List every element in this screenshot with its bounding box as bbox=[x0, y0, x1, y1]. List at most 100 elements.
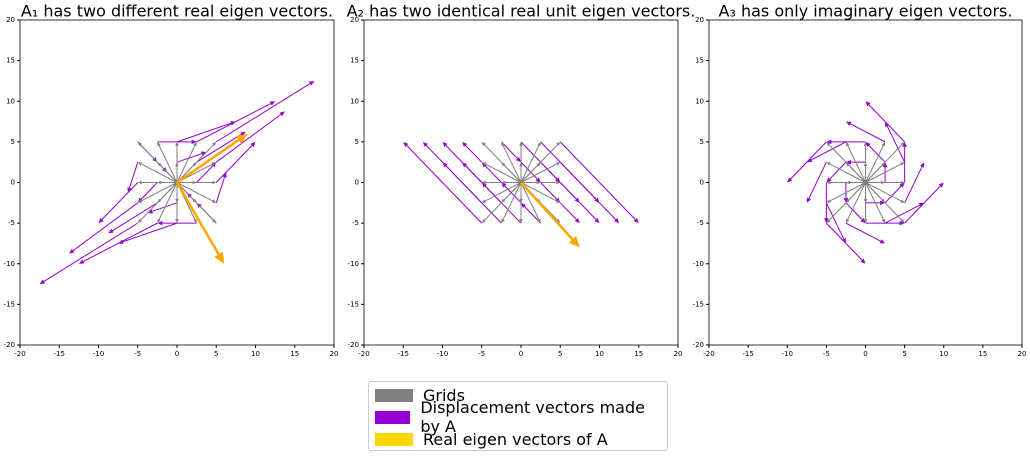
displacement-vector bbox=[904, 162, 925, 204]
displacement-vector bbox=[520, 161, 541, 183]
grid-vector bbox=[520, 141, 541, 183]
grid-vector bbox=[520, 182, 541, 224]
charts: A₁ has two different real eigen vectors.… bbox=[4, 2, 1027, 359]
displacement-vector bbox=[843, 182, 849, 203]
grid-vector bbox=[845, 182, 866, 203]
grid-vector bbox=[501, 141, 522, 183]
displacement-vector bbox=[157, 139, 197, 145]
grid-vector bbox=[826, 182, 866, 203]
legend-label: Grids bbox=[423, 385, 465, 405]
grid-vector bbox=[865, 182, 905, 224]
eigen-vector bbox=[176, 133, 248, 184]
displacement-vector bbox=[39, 222, 139, 285]
grid-vector bbox=[520, 162, 561, 183]
y-tick-label: 0 bbox=[700, 179, 704, 187]
grid-vector bbox=[826, 162, 866, 183]
grid-vector bbox=[501, 162, 522, 183]
displacement-vector bbox=[403, 141, 483, 224]
eigen-vector bbox=[520, 181, 580, 248]
x-tick-label: 10 bbox=[939, 350, 948, 358]
displacement-vector bbox=[108, 202, 158, 234]
x-tick-label: 20 bbox=[1018, 350, 1027, 358]
grid-vector bbox=[175, 141, 179, 183]
x-tick-label: 15 bbox=[290, 350, 299, 358]
chart-title: A₂ has two identical real unit eigen vec… bbox=[347, 2, 696, 21]
plot-frame bbox=[363, 19, 679, 346]
x-tick-label: 20 bbox=[330, 350, 339, 358]
x-tick-label: 15 bbox=[634, 350, 643, 358]
y-tick-label: -15 bbox=[693, 300, 704, 308]
grid-vector bbox=[845, 141, 866, 183]
y-tick-label: 10 bbox=[695, 97, 704, 105]
displacement-vector bbox=[521, 202, 541, 224]
grid-vector bbox=[501, 182, 522, 224]
y-tick-label: 5 bbox=[355, 138, 359, 146]
grid-vector bbox=[845, 180, 866, 185]
grid-vector bbox=[863, 182, 868, 203]
grid-vector bbox=[157, 162, 178, 183]
grid-vector bbox=[520, 141, 561, 183]
eigen-vector bbox=[175, 181, 225, 264]
y-tick-label: -5 bbox=[352, 219, 359, 227]
grid-vector bbox=[176, 141, 197, 183]
grid-vector bbox=[863, 141, 868, 183]
displacement-vector bbox=[806, 141, 847, 163]
y-tick-label: -10 bbox=[348, 260, 359, 268]
y-tick-label: 5 bbox=[11, 138, 15, 146]
y-tick-label: 10 bbox=[6, 97, 15, 105]
grid-vector bbox=[481, 182, 522, 203]
grid-vector bbox=[157, 182, 178, 224]
grid-vector bbox=[865, 162, 905, 183]
y-tick-label: -10 bbox=[4, 260, 15, 268]
y-tick-label: 20 bbox=[695, 16, 704, 24]
grid-vector bbox=[481, 162, 522, 183]
displacement-vector bbox=[69, 202, 139, 254]
grid-vector bbox=[176, 182, 217, 224]
displacement-vector bbox=[824, 182, 829, 224]
grid-vector bbox=[137, 182, 178, 203]
legend-label: Displacement vectors made by A bbox=[420, 398, 645, 436]
y-tick-label: 0 bbox=[355, 179, 359, 187]
x-tick-label: 5 bbox=[558, 350, 562, 358]
grid-vector bbox=[157, 180, 177, 185]
legend-item: Grids bbox=[375, 384, 667, 406]
legend-item: Displacement vectors made by A bbox=[375, 398, 667, 436]
grid-vector bbox=[845, 162, 866, 183]
legend: Grids Displacement vectors made by A Real … bbox=[368, 381, 668, 451]
x-tick-label: 0 bbox=[519, 350, 523, 358]
x-tick-label: -5 bbox=[823, 350, 830, 358]
plot-frame bbox=[708, 19, 1023, 346]
displacement-vector bbox=[98, 182, 139, 224]
displacement-vector bbox=[196, 101, 276, 143]
displacement-vector bbox=[559, 141, 639, 224]
displacement-vector bbox=[884, 182, 905, 204]
y-tick-label: 15 bbox=[695, 57, 704, 65]
y-tick-label: -5 bbox=[697, 219, 704, 227]
legend-swatch bbox=[375, 410, 411, 424]
grid-vector bbox=[175, 182, 179, 203]
y-tick-label: -20 bbox=[348, 341, 359, 349]
y-tick-label: -10 bbox=[693, 260, 704, 268]
grid-vector bbox=[157, 182, 178, 203]
x-tick-label: -20 bbox=[703, 350, 714, 358]
plot-frame bbox=[19, 19, 335, 346]
displacement-vector bbox=[215, 80, 315, 143]
x-tick-label: -15 bbox=[398, 350, 409, 358]
displacement-vector bbox=[845, 159, 866, 165]
displacement-vector bbox=[215, 111, 285, 163]
y-tick-label: 15 bbox=[6, 57, 15, 65]
displacement-vector bbox=[865, 101, 905, 143]
displacement-vector bbox=[559, 202, 580, 224]
displacement-vector bbox=[215, 172, 227, 203]
displacement-vector bbox=[196, 131, 246, 163]
grid-vector bbox=[157, 141, 178, 183]
grid-vector bbox=[137, 162, 178, 183]
displacement-vector bbox=[157, 220, 197, 226]
displacement-vector bbox=[540, 182, 561, 203]
x-tick-label: 5 bbox=[902, 350, 906, 358]
grid-vector bbox=[176, 182, 217, 203]
x-tick-label: 10 bbox=[595, 350, 604, 358]
x-tick-label: -20 bbox=[14, 350, 25, 358]
displacement-vector bbox=[127, 162, 139, 193]
